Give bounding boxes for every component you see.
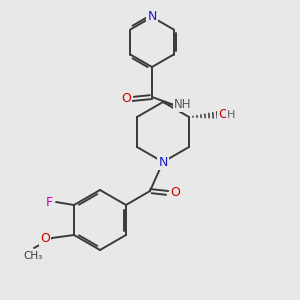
Text: CH₃: CH₃ xyxy=(23,251,43,261)
Text: H: H xyxy=(227,110,235,120)
Text: N: N xyxy=(147,11,157,23)
Text: NH: NH xyxy=(174,98,192,112)
Text: N: N xyxy=(147,11,157,23)
Text: F: F xyxy=(46,196,52,208)
Text: O: O xyxy=(170,187,180,200)
Text: O: O xyxy=(40,232,50,244)
Text: O: O xyxy=(218,109,228,122)
Text: F: F xyxy=(46,196,52,208)
Text: NH: NH xyxy=(174,98,192,112)
Text: O: O xyxy=(40,232,50,244)
Text: O: O xyxy=(170,187,180,200)
Text: N: N xyxy=(158,155,168,169)
Text: H: H xyxy=(227,110,235,120)
Text: O: O xyxy=(121,92,131,106)
Text: N: N xyxy=(158,155,168,169)
Text: O: O xyxy=(121,92,131,106)
Text: O: O xyxy=(218,109,228,122)
